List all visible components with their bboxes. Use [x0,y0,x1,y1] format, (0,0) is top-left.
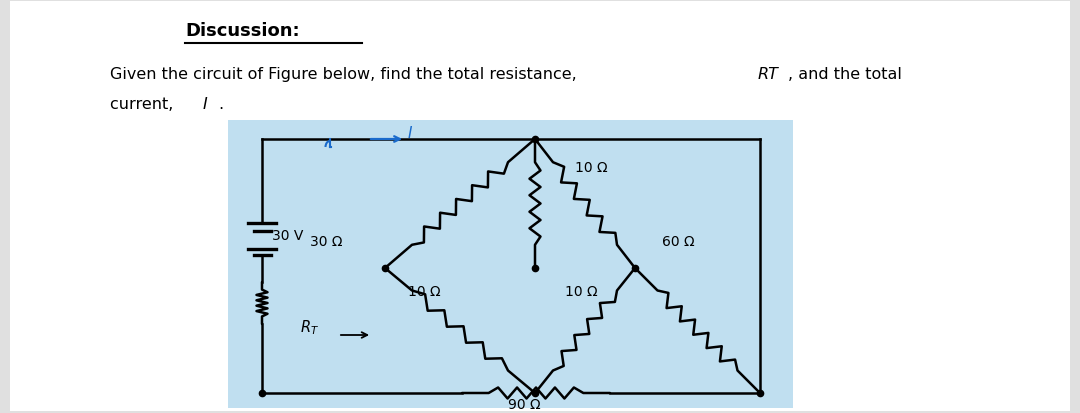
Text: Given the circuit of Figure below, find the total resistance,: Given the circuit of Figure below, find … [110,67,582,82]
Text: 90 Ω: 90 Ω [508,397,541,411]
Text: $R_T$: $R_T$ [300,317,319,336]
Text: Discussion:: Discussion: [185,22,299,40]
Text: 30 Ω: 30 Ω [310,235,342,248]
Text: 10 Ω: 10 Ω [575,161,608,175]
Text: 10 Ω: 10 Ω [408,284,441,298]
Text: 10 Ω: 10 Ω [565,284,597,298]
Text: current,: current, [110,97,178,112]
Text: 30 V: 30 V [272,228,303,242]
FancyBboxPatch shape [10,2,1070,411]
Text: I: I [203,97,207,112]
Text: RT: RT [758,67,779,82]
Text: 60 Ω: 60 Ω [662,235,694,248]
FancyBboxPatch shape [228,121,793,408]
Text: .: . [218,97,224,112]
Text: , and the total: , and the total [788,67,902,82]
Text: I: I [408,126,413,141]
